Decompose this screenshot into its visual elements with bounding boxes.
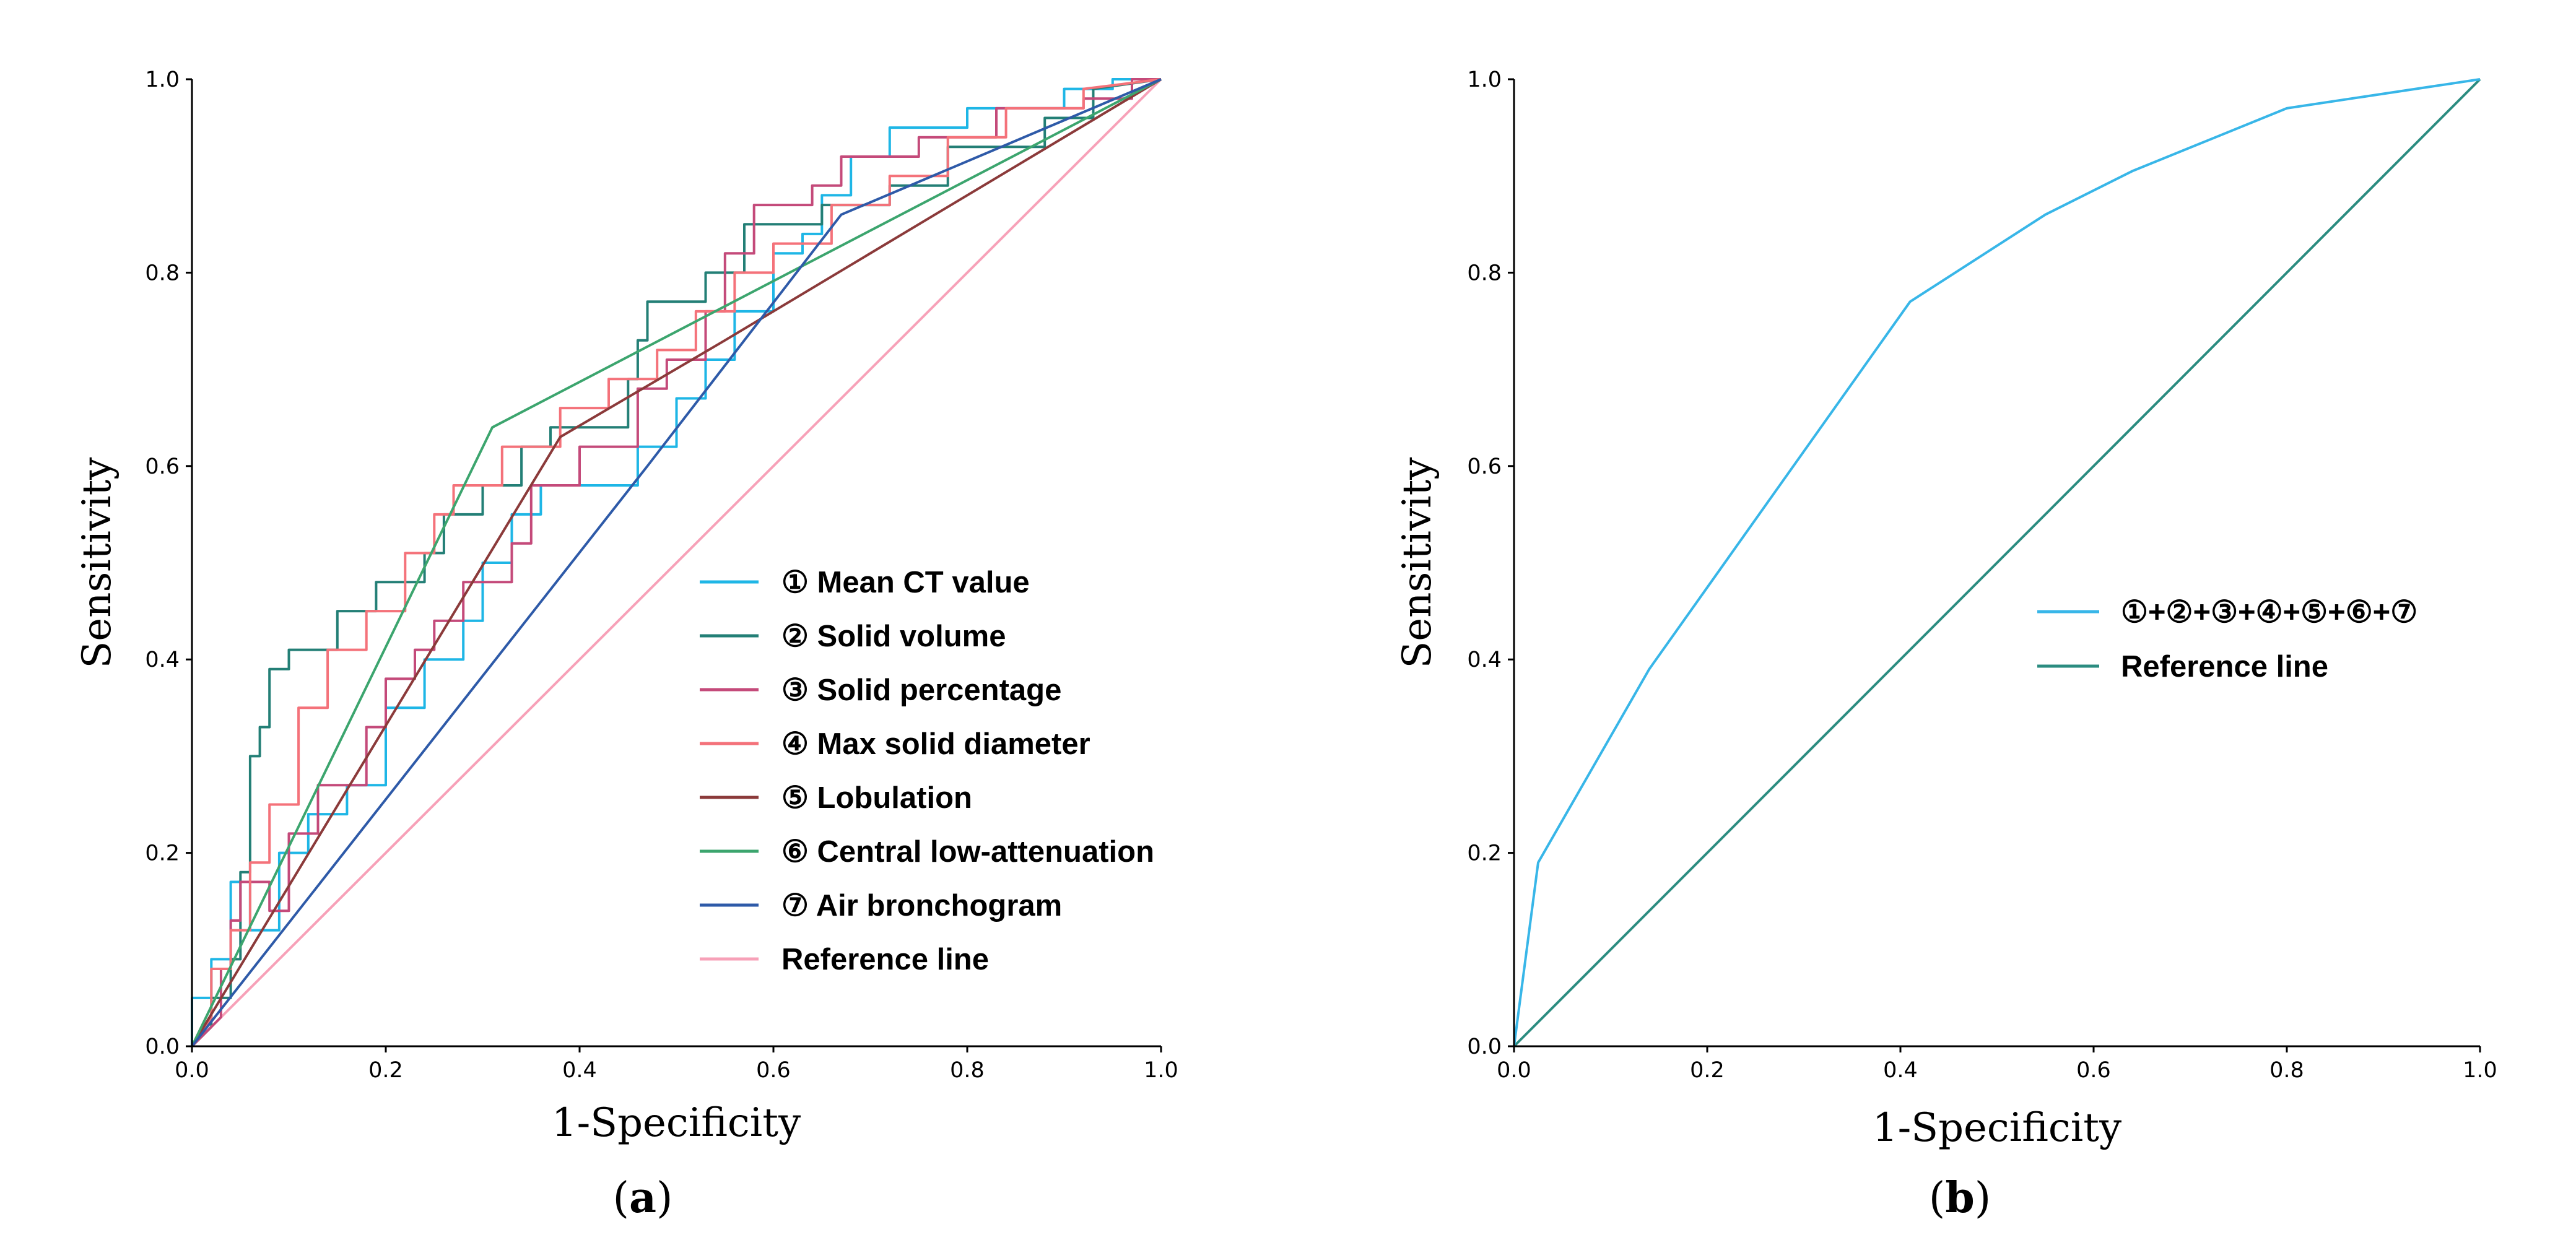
x-tick-label: 0.4: [1883, 1058, 1918, 1083]
series-line-reference-line: [191, 78, 1162, 1048]
panel-a-legend: ① Mean CT value ② Solid volume ③ Solid per…: [700, 566, 1154, 976]
legend-entry-label: ② Solid volume: [781, 620, 1006, 653]
panel-b-ticks: 0.0 0.2 0.4 0.6 0.8 1.0 0.0 0.2 0.4 0.6 0.8 1.0: [1467, 67, 2497, 1083]
y-tick-label: 0.4: [1467, 648, 1502, 672]
x-tick-label: 0.0: [1497, 1058, 1531, 1083]
panel-b-x-title: 1-Specificity: [1873, 1105, 2121, 1151]
x-tick-label: 1.0: [2463, 1058, 2497, 1083]
series-line-lobulation: [191, 78, 1162, 1048]
legend-entry-label: ①+②+③+④+⑤+⑥+⑦: [2121, 596, 2417, 629]
legend-entry-label: Reference line: [781, 943, 989, 976]
x-tick-label: 0.6: [2076, 1058, 2111, 1083]
legend-entry-label: ① Mean CT value: [781, 566, 1030, 599]
series-line-solid-percentage: [191, 78, 1161, 1048]
series-line-central-low-attenuation: [191, 78, 1162, 1047]
y-tick-label: 0.8: [145, 261, 180, 285]
panel-a-y-title: Sensitivity: [74, 458, 120, 669]
series-line-air-bronchogram: [191, 78, 1162, 1048]
panel-b: 0.0 0.2 0.4 0.6 0.8 1.0 0.0 0.2 0.4 0.6 0.8 1.0 Sen…: [1395, 67, 2497, 1223]
y-tick-label: 0.4: [145, 648, 180, 672]
series-line-reference-line: [1513, 78, 2481, 1048]
legend-entry-label: Reference line: [2121, 650, 2328, 683]
x-tick-label: 1.0: [1144, 1058, 1178, 1083]
legend-entry-label: ④ Max solid diameter: [781, 727, 1090, 761]
panel-b-label: (b): [1929, 1173, 1991, 1223]
x-tick-label: 0.0: [175, 1058, 209, 1083]
panel-a-x-title: 1-Specificity: [552, 1100, 801, 1146]
legend-entry-label: ⑥ Central low-attenuation: [781, 835, 1154, 869]
x-tick-label: 0.4: [562, 1058, 597, 1083]
y-tick-label: 0.0: [1467, 1035, 1502, 1059]
y-tick-label: 1.0: [1467, 67, 1502, 92]
panel-b-y-title: Sensitivity: [1395, 458, 1440, 669]
x-tick-label: 0.6: [756, 1058, 791, 1083]
y-tick-label: 0.0: [145, 1035, 180, 1059]
y-tick-label: 0.2: [145, 841, 180, 866]
x-tick-label: 0.2: [368, 1058, 403, 1083]
panel-a-label: (a): [612, 1173, 672, 1223]
x-tick-label: 0.2: [1690, 1058, 1725, 1083]
legend-entry-label: ⑤ Lobulation: [781, 781, 972, 815]
panel-a: 0.0 0.2 0.4 0.6 0.8 1.0 0.0 0.2 0.4 0.6 0.8 1.0 Sen…: [74, 67, 1178, 1223]
legend-entry-label: ③ Solid percentage: [781, 674, 1061, 707]
y-tick-label: 0.2: [1467, 841, 1502, 866]
legend-entry-label: ⑦ Air bronchogram: [781, 889, 1062, 922]
y-tick-label: 0.6: [1467, 454, 1502, 479]
panel-a-curves: [191, 78, 1162, 1048]
panel-a-ticks: 0.0 0.2 0.4 0.6 0.8 1.0 0.0 0.2 0.4 0.6 0.8 1.0: [145, 67, 1178, 1083]
panel-b-legend: ①+②+③+④+⑤+⑥+⑦ Reference line: [2037, 596, 2417, 683]
series-line-combined: [1513, 78, 2481, 1047]
series-line-max-solid-diameter: [191, 78, 1162, 1048]
y-tick-label: 0.6: [145, 454, 180, 479]
panel-b-curves: [1513, 78, 2481, 1048]
y-tick-label: 0.8: [1467, 261, 1502, 285]
x-tick-label: 0.8: [2269, 1058, 2304, 1083]
y-tick-label: 1.0: [145, 67, 180, 92]
x-tick-label: 0.8: [950, 1058, 985, 1083]
